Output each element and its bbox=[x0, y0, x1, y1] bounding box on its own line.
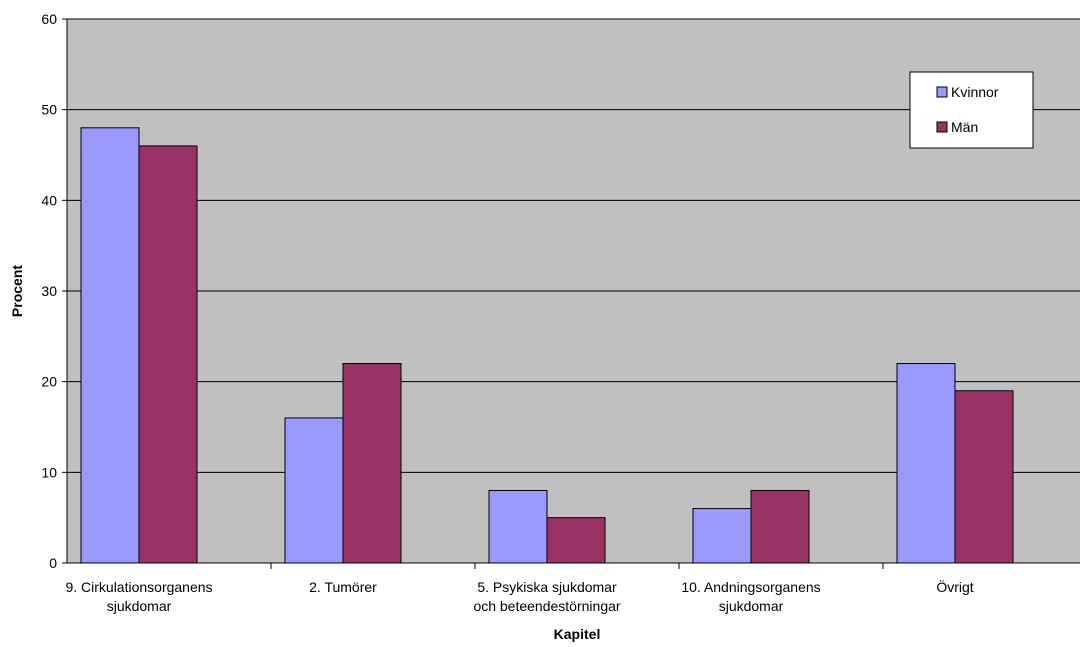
x-tick-labels: 9. Cirkulationsorganens sjukdomar 2. Tumör… bbox=[65, 578, 973, 614]
y-tick-label: 20 bbox=[41, 374, 57, 390]
legend-swatch bbox=[936, 121, 948, 133]
y-tick-label: 30 bbox=[41, 283, 57, 299]
legend: Kvinnor Män bbox=[909, 71, 1034, 149]
x-axis-title: Kapitel bbox=[554, 626, 601, 642]
legend-label: Män bbox=[951, 119, 978, 135]
y-tick-label: 60 bbox=[41, 11, 57, 27]
bars bbox=[80, 127, 1014, 564]
legend-label: Kvinnor bbox=[951, 84, 999, 100]
x-tick-label: och beteendestörningar bbox=[473, 598, 620, 614]
y-axis-title: Procent bbox=[9, 265, 25, 317]
bar-män bbox=[342, 363, 402, 564]
y-tick-label: 50 bbox=[41, 102, 57, 118]
y-tick-labels: 0 10 20 30 40 50 60 bbox=[41, 11, 67, 571]
x-tick-label: 9. Cirkulationsorganens bbox=[65, 579, 212, 595]
gridlines bbox=[67, 18, 1080, 473]
x-tick-label: sjukdomar bbox=[107, 598, 172, 614]
y-tick-label: 10 bbox=[41, 464, 57, 480]
bar-män bbox=[546, 517, 606, 564]
bar-män bbox=[750, 489, 810, 564]
legend-swatch bbox=[936, 86, 948, 98]
bar-män bbox=[954, 390, 1014, 564]
y-tick-label: 40 bbox=[41, 192, 57, 208]
bar-kvinnor bbox=[80, 127, 140, 564]
bar-kvinnor bbox=[284, 417, 344, 564]
y-tick-label: 0 bbox=[49, 555, 57, 571]
x-tick-label: 5. Psykiska sjukdomar bbox=[477, 579, 617, 595]
x-tick-label: sjukdomar bbox=[719, 598, 784, 614]
bar-kvinnor bbox=[692, 508, 752, 564]
bar-kvinnor bbox=[488, 489, 548, 564]
x-tick-label: Övrigt bbox=[936, 578, 973, 595]
x-tick-label: 2. Tumörer bbox=[309, 579, 377, 595]
bar-kvinnor bbox=[896, 363, 956, 564]
legend-box bbox=[909, 71, 1034, 149]
bar-män bbox=[138, 145, 198, 564]
x-tick-label: 10. Andningsorganens bbox=[681, 579, 820, 595]
